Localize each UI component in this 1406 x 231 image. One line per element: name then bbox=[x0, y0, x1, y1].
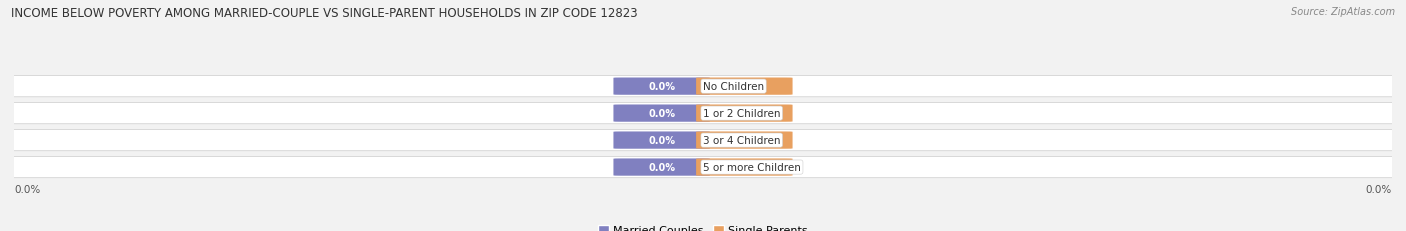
FancyBboxPatch shape bbox=[613, 132, 710, 149]
Text: 0.0%: 0.0% bbox=[14, 184, 41, 194]
Text: 1 or 2 Children: 1 or 2 Children bbox=[703, 109, 780, 119]
Text: Source: ZipAtlas.com: Source: ZipAtlas.com bbox=[1291, 7, 1395, 17]
Text: 3 or 4 Children: 3 or 4 Children bbox=[703, 136, 780, 146]
Text: 0.0%: 0.0% bbox=[648, 162, 675, 172]
Text: 0.0%: 0.0% bbox=[731, 136, 758, 146]
Text: 0.0%: 0.0% bbox=[731, 82, 758, 92]
Text: 0.0%: 0.0% bbox=[731, 109, 758, 119]
FancyBboxPatch shape bbox=[696, 159, 793, 176]
Text: INCOME BELOW POVERTY AMONG MARRIED-COUPLE VS SINGLE-PARENT HOUSEHOLDS IN ZIP COD: INCOME BELOW POVERTY AMONG MARRIED-COUPL… bbox=[11, 7, 638, 20]
Text: 0.0%: 0.0% bbox=[648, 109, 675, 119]
Text: 0.0%: 0.0% bbox=[648, 136, 675, 146]
Text: 0.0%: 0.0% bbox=[731, 162, 758, 172]
FancyBboxPatch shape bbox=[696, 105, 793, 122]
FancyBboxPatch shape bbox=[696, 78, 793, 95]
Legend: Married Couples, Single Parents: Married Couples, Single Parents bbox=[593, 220, 813, 231]
FancyBboxPatch shape bbox=[696, 132, 793, 149]
FancyBboxPatch shape bbox=[0, 103, 1406, 124]
Text: No Children: No Children bbox=[703, 82, 763, 92]
FancyBboxPatch shape bbox=[0, 130, 1406, 151]
FancyBboxPatch shape bbox=[613, 159, 710, 176]
FancyBboxPatch shape bbox=[0, 76, 1406, 97]
FancyBboxPatch shape bbox=[613, 78, 710, 95]
Text: 0.0%: 0.0% bbox=[648, 82, 675, 92]
FancyBboxPatch shape bbox=[613, 105, 710, 122]
Text: 5 or more Children: 5 or more Children bbox=[703, 162, 801, 172]
Text: 0.0%: 0.0% bbox=[1365, 184, 1392, 194]
FancyBboxPatch shape bbox=[0, 157, 1406, 178]
